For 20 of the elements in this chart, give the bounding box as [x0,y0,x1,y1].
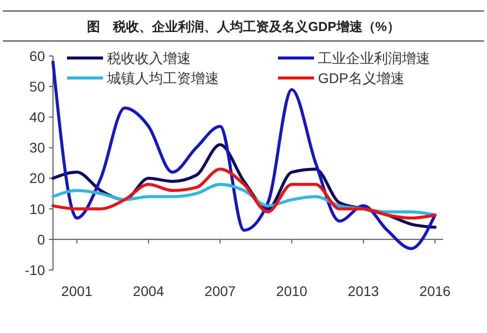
line-series [52,168,436,220]
x-tick-label: 2004 [132,283,164,299]
x-tick-label: 2016 [419,283,451,299]
x-tick-label: 2013 [348,283,380,299]
x-tick-label: 2010 [276,283,308,299]
y-tick-label: -10 [24,262,46,278]
y-tick-label: 60 [29,48,46,64]
legend-label: 城镇人均工资增速 [106,70,219,86]
y-tick-label: 30 [29,140,46,156]
y-tick-label: 20 [29,170,46,186]
legend-label: 税收收入增速 [107,50,191,66]
x-tick-label: 2007 [204,283,236,299]
chart-title: 图 税收、企业利润、人均工资及名义GDP增速（%） [87,19,400,34]
y-tick-label: 50 [29,78,46,94]
y-tick-label: 40 [29,109,46,126]
x-tick-label: 2001 [61,283,93,299]
legend-label: GDP名义增速 [318,70,404,86]
y-tick-label: 10 [29,200,46,217]
legend-label: 工业企业利润增速 [318,50,430,66]
y-tick-label: 0 [37,231,46,248]
